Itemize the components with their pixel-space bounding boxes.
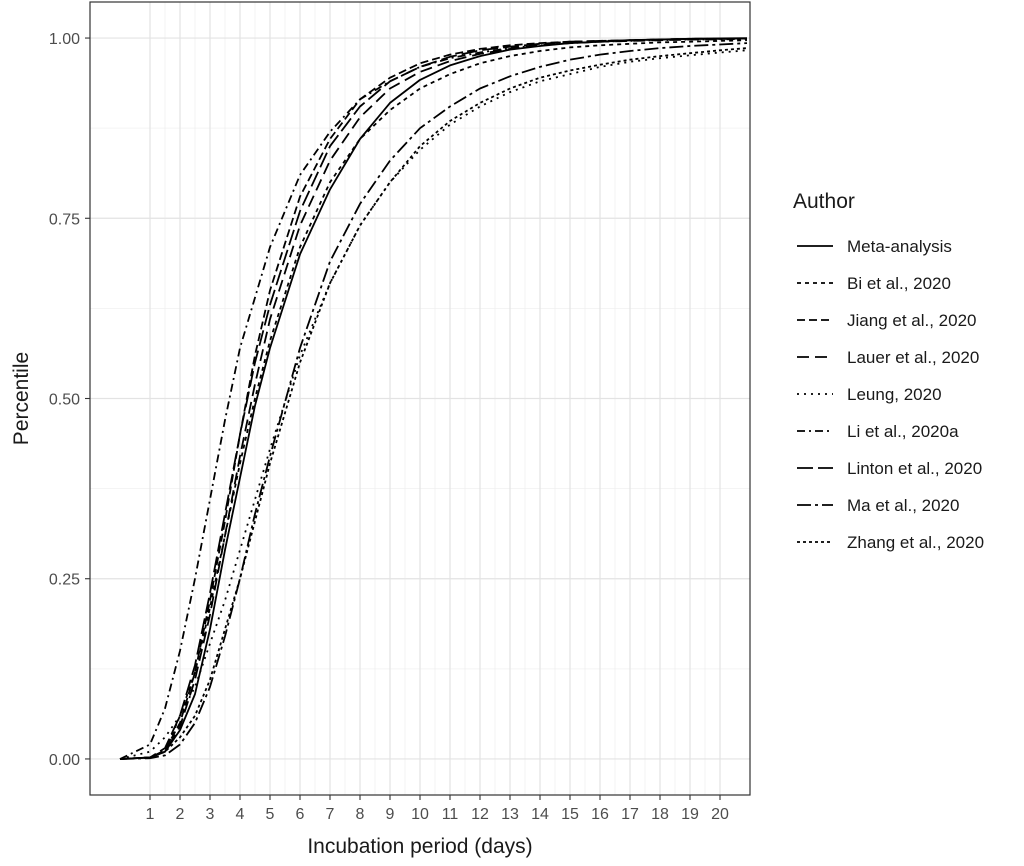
series-line <box>119 37 748 760</box>
series-line <box>119 37 748 760</box>
legend-label: Leung, 2020 <box>847 385 942 404</box>
y-axis-title: Percentile <box>10 352 33 445</box>
x-tick-label: 8 <box>356 806 365 823</box>
legend-label: Linton et al., 2020 <box>847 459 982 478</box>
x-tick-label: 13 <box>501 806 519 823</box>
series-line <box>119 39 748 760</box>
legend-label: Li et al., 2020a <box>847 422 959 441</box>
x-tick-label: 2 <box>176 806 185 823</box>
x-tick-label: 5 <box>266 806 275 823</box>
y-tick-label: 0.50 <box>49 392 80 409</box>
x-tick-label: 16 <box>591 806 609 823</box>
x-tick-label: 20 <box>711 806 729 823</box>
x-tick-label: 1 <box>146 806 155 823</box>
legend-label: Lauer et al., 2020 <box>847 348 979 367</box>
x-tick-label: 3 <box>206 806 215 823</box>
x-tick-label: 4 <box>236 806 245 823</box>
x-tick-label: 11 <box>442 806 459 823</box>
axes: 1 2 3 4 5 6 7 8 9 10 11 12 13 14 15 16 17 18 19 200.000.250… <box>49 31 729 823</box>
legend-label: Meta-analysis <box>847 237 952 256</box>
x-tick-label: 10 <box>411 806 429 823</box>
legend-label: Jiang et al., 2020 <box>847 311 976 330</box>
y-tick-label: 0.00 <box>49 752 80 769</box>
y-tick-label: 1.00 <box>49 31 80 48</box>
x-tick-label: 18 <box>651 806 669 823</box>
y-tick-label: 0.75 <box>49 211 80 228</box>
x-tick-label: 9 <box>386 806 395 823</box>
legend-label: Zhang et al., 2020 <box>847 533 984 552</box>
legend-label: Bi et al., 2020 <box>847 274 951 293</box>
x-tick-label: 19 <box>681 806 699 823</box>
x-tick-label: 15 <box>561 806 579 823</box>
legend-label: Ma et al., 2020 <box>847 496 959 515</box>
x-tick-label: 6 <box>296 806 305 823</box>
x-tick-label: 7 <box>326 806 335 823</box>
grid <box>90 2 750 795</box>
x-tick-label: 17 <box>621 806 639 823</box>
x-axis-title: Incubation period (days) <box>307 835 532 858</box>
legend: Author Meta-analysis Bi et al., 2020 Jiang… <box>793 190 984 552</box>
series-line <box>119 49 748 760</box>
legend-title: Author <box>793 190 855 213</box>
series-line <box>119 42 748 760</box>
x-tick-label: 12 <box>471 806 489 823</box>
series-line <box>119 47 748 760</box>
series-lines <box>119 37 748 760</box>
x-tick-label: 14 <box>531 806 549 823</box>
y-tick-label: 0.25 <box>49 572 80 589</box>
